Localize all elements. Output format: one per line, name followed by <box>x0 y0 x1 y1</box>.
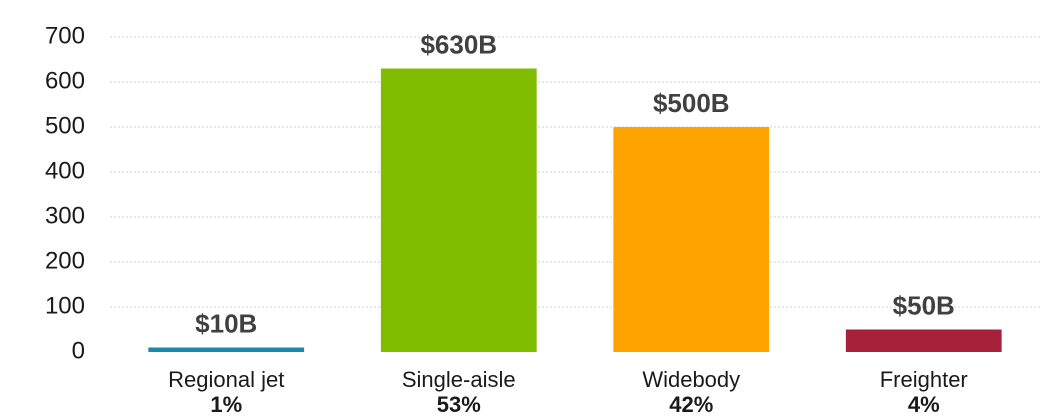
y-tick-label: 200 <box>45 247 85 274</box>
x-tick-label: Freighter <box>880 367 968 392</box>
bar <box>845 329 1002 352</box>
value-label: $10B <box>195 308 257 338</box>
x-tick-sublabel: 1% <box>210 392 242 417</box>
y-tick-label: 700 <box>45 22 85 49</box>
y-tick-label: 0 <box>72 337 85 364</box>
bar <box>148 347 305 352</box>
value-label: $50B <box>893 290 955 320</box>
y-tick-label: 600 <box>45 67 85 94</box>
x-tick-label: Widebody <box>642 367 740 392</box>
bar <box>380 68 537 352</box>
value-label: $630B <box>420 29 497 59</box>
y-tick-label: 400 <box>45 157 85 184</box>
x-tick-label: Regional jet <box>168 367 284 392</box>
y-tick-label: 100 <box>45 292 85 319</box>
y-tick-label: 500 <box>45 112 85 139</box>
value-label: $500B <box>653 88 730 118</box>
x-tick-sublabel: 42% <box>669 392 713 417</box>
x-tick-sublabel: 53% <box>437 392 481 417</box>
bar <box>613 127 770 352</box>
y-tick-label: 300 <box>45 202 85 229</box>
x-tick-sublabel: 4% <box>908 392 940 417</box>
x-tick-label: Single-aisle <box>402 367 516 392</box>
